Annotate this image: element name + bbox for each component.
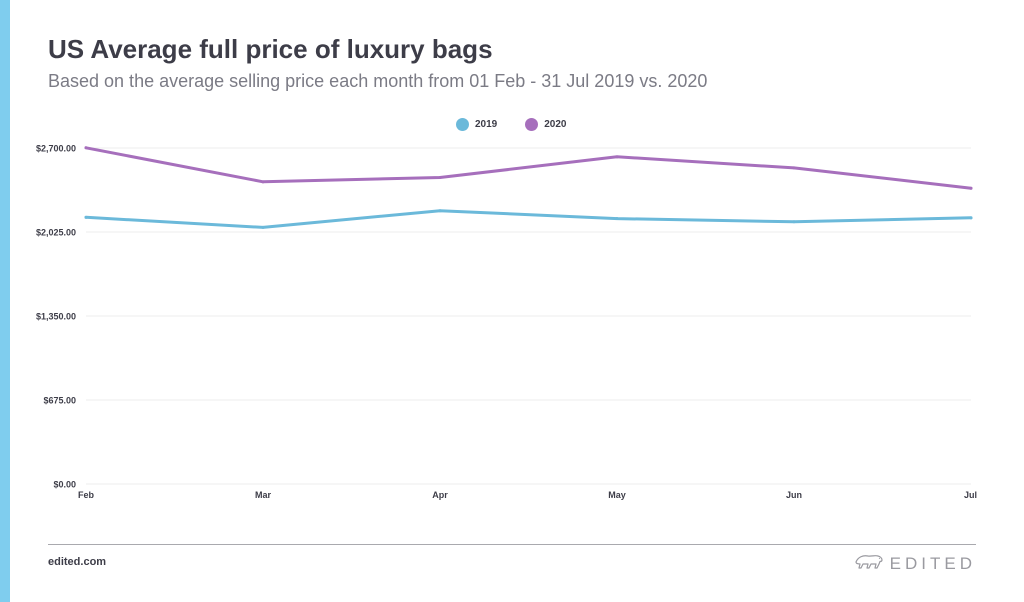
data-point-2020	[438, 175, 442, 179]
data-point-2020	[261, 180, 265, 184]
chart-subtitle: Based on the average selling price each …	[48, 71, 708, 91]
data-point-2019	[792, 220, 796, 224]
legend-label-2020: 2020	[544, 119, 567, 130]
data-point-2019	[438, 209, 442, 213]
legend-item-2019[interactable]: 2019	[456, 118, 497, 131]
data-point-2020	[615, 155, 619, 159]
data-point-2020	[84, 146, 88, 150]
footer-divider	[48, 544, 976, 545]
chart-legend: 2019 2020	[456, 118, 595, 131]
chart-title: US Average full price of luxury bags	[48, 34, 493, 64]
accent-bar	[0, 0, 10, 602]
series-line-2020	[84, 146, 973, 190]
x-tick-label: Mar	[255, 490, 272, 500]
data-point-2019	[84, 215, 88, 219]
y-tick-label: $1,350.00	[36, 312, 76, 322]
polar-bear-icon	[854, 552, 884, 575]
x-tick-label: Feb	[78, 490, 95, 500]
data-point-2019	[969, 216, 973, 220]
y-tick-label: $2,025.00	[36, 228, 76, 238]
y-tick-label: $675.00	[43, 396, 76, 406]
x-tick-label: May	[608, 490, 626, 500]
data-point-2019	[261, 225, 265, 229]
x-tick-label: Jun	[786, 490, 802, 500]
y-tick-label: $2,700.00	[36, 144, 76, 154]
legend-item-2020[interactable]: 2020	[525, 118, 567, 131]
legend-label-2019: 2019	[475, 119, 498, 130]
x-tick-label: Jul	[964, 490, 977, 500]
data-point-2020	[969, 186, 973, 190]
brand-name: EDITED	[889, 553, 976, 573]
x-tick-label: Apr	[432, 490, 448, 500]
footer-link[interactable]: edited.com	[48, 556, 107, 568]
data-point-2019	[615, 217, 619, 221]
series-line-2019	[84, 209, 973, 229]
legend-marker-2020	[525, 118, 539, 131]
brand-logo: EDITED	[854, 552, 976, 575]
legend-marker-2019	[456, 118, 469, 131]
data-point-2020	[792, 166, 796, 170]
y-tick-label: $0.00	[53, 480, 76, 490]
